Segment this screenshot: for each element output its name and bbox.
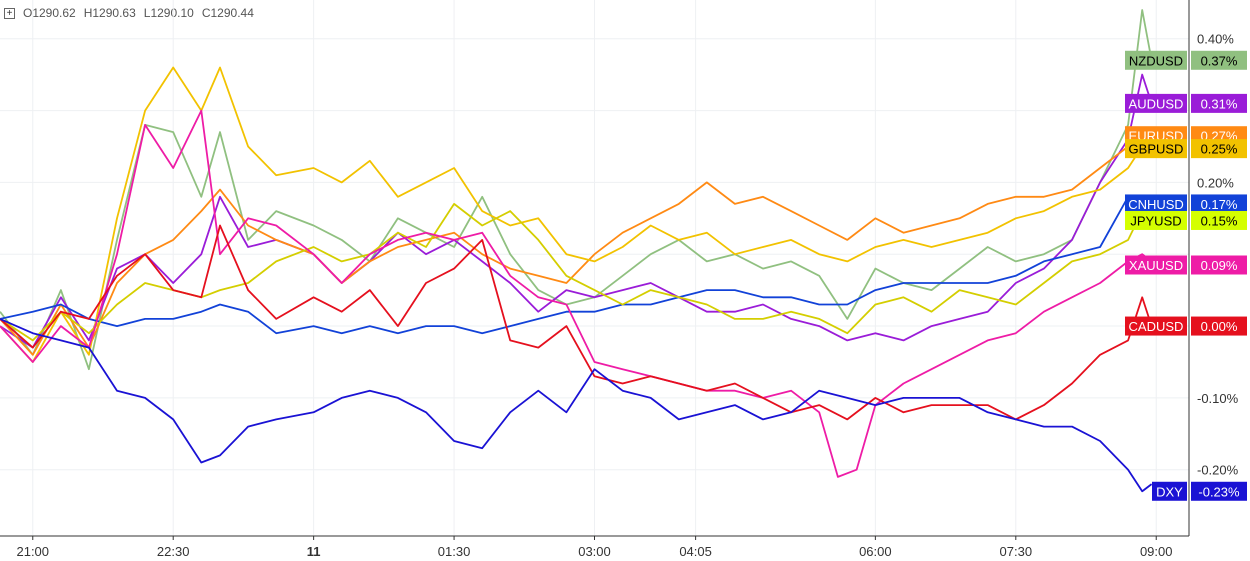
y-tick-label: 0.20% (1197, 175, 1234, 190)
series-name-label: AUDUSD (1129, 96, 1184, 111)
price-tag-cnhusd[interactable]: CNHUSD 0.17% (1125, 194, 1247, 214)
price-tag-xauusd[interactable]: XAUUSD 0.09% (1125, 255, 1247, 275)
series-name-label: CNHUSD (1128, 197, 1184, 212)
series-value-label: -0.23% (1198, 484, 1240, 499)
price-tag-audusd[interactable]: AUDUSD 0.31% (1125, 93, 1247, 113)
series-value-label: 0.09% (1201, 258, 1238, 273)
price-tag-nzdusd[interactable]: NZDUSD 0.37% (1125, 50, 1247, 70)
series-name-label: XAUUSD (1129, 258, 1183, 273)
series-value-label: 0.31% (1201, 96, 1238, 111)
series-lines (0, 9, 1153, 493)
close-value: C1290.44 (201, 6, 254, 20)
open-value: O1290.62 (23, 6, 76, 20)
series-value-box (1191, 255, 1247, 275)
series-name-label: CADUSD (1129, 319, 1184, 334)
series-value-label: 0.00% (1201, 319, 1238, 334)
series-line-eurusd (0, 131, 1152, 356)
series-line-xauusd (0, 109, 1153, 478)
series-value-box (1191, 210, 1247, 230)
series-value-label: 0.25% (1201, 142, 1238, 157)
series-value-box (1191, 50, 1247, 70)
series-name-box (1125, 93, 1187, 113)
low-value: L1290.10 (143, 6, 194, 20)
price-tag-gbpusd[interactable]: GBPUSD 0.25% (1125, 139, 1247, 159)
grid-lines (0, 0, 1189, 536)
series-value-label: 0.17% (1201, 197, 1238, 212)
series-price-tags: NZDUSD 0.37%AUDUSD 0.31%EURUSD 0.27%GBPUSD 0… (1125, 50, 1247, 501)
y-tick-label: -0.20% (1197, 463, 1239, 478)
series-line-audusd (0, 73, 1153, 349)
y-tick-label: -0.10% (1197, 391, 1239, 406)
series-line-cnhusd (0, 195, 1153, 335)
series-name-label: NZDUSD (1129, 53, 1183, 68)
x-tick-label: 01:30 (438, 544, 471, 559)
series-name-box (1125, 316, 1187, 336)
series-value-box (1191, 316, 1247, 336)
series-name-label: JPYUSD (1130, 213, 1181, 228)
series-value-box (1191, 93, 1247, 113)
series-name-box (1125, 210, 1187, 230)
price-tag-cadusd[interactable]: CADUSD 0.00% (1125, 316, 1247, 336)
x-tick-label: 22:30 (157, 544, 190, 559)
high-value: H1290.63 (83, 6, 136, 20)
series-line-cadusd (0, 224, 1153, 421)
series-value-box (1191, 139, 1247, 159)
series-line-dxy (0, 318, 1153, 493)
series-name-label: DXY (1156, 484, 1183, 499)
x-tick-label: 11 (307, 544, 321, 559)
series-value-box (1191, 194, 1247, 214)
x-tick-label: 09:00 (1140, 544, 1173, 559)
y-tick-label: 0.40% (1197, 32, 1234, 47)
x-tick-label: 03:00 (578, 544, 611, 559)
x-tick-label: 04:05 (679, 544, 712, 559)
series-name-label: GBPUSD (1129, 142, 1184, 157)
series-name-box (1125, 139, 1187, 159)
price-tag-dxy[interactable]: DXY -0.23% (1152, 481, 1247, 501)
series-name-box (1152, 481, 1187, 501)
price-axis[interactable]: 0.40% 0.20% -0.10% -0.20% (1188, 0, 1239, 536)
series-name-box (1125, 194, 1187, 214)
series-value-label: 0.37% (1201, 53, 1238, 68)
x-tick-label: 07:30 (1000, 544, 1033, 559)
ohlc-readout: + O1290.62 H1290.63 L1290.10 C1290.44 (4, 6, 254, 20)
series-name-box (1125, 255, 1187, 275)
time-axis[interactable]: 21:00 22:30 11 01:30 03:00 04:05 06:00 07:30 09:… (0, 535, 1189, 559)
expand-plus-icon[interactable]: + (4, 7, 15, 19)
series-name-box (1125, 50, 1187, 70)
series-value-box (1191, 481, 1247, 501)
x-tick-label: 06:00 (859, 544, 892, 559)
price-tag-jpyusd[interactable]: JPYUSD 0.15% (1125, 210, 1247, 230)
x-tick-label: 21:00 (16, 544, 49, 559)
series-value-label: 0.15% (1201, 213, 1238, 228)
